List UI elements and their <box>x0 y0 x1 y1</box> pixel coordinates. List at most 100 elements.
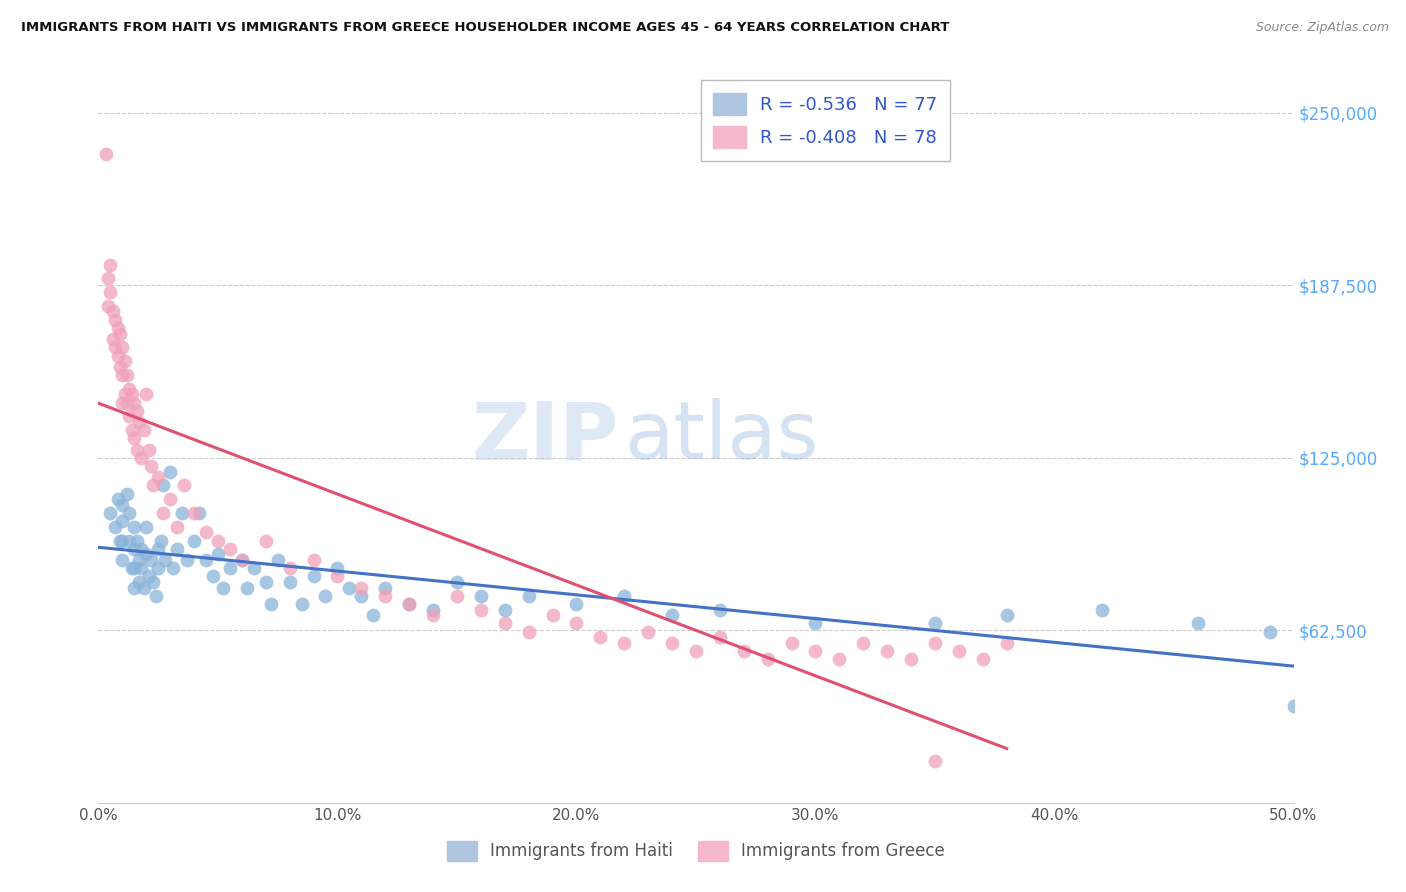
Point <box>142 574 165 589</box>
Point <box>149 533 172 548</box>
Point <box>235 581 257 595</box>
Point <box>125 442 148 457</box>
Point <box>125 533 148 548</box>
Point <box>326 561 349 575</box>
Point <box>118 382 141 396</box>
Point <box>114 387 136 401</box>
Point <box>302 569 325 583</box>
Point <box>159 492 181 507</box>
Point <box>139 458 162 473</box>
Point <box>121 387 143 401</box>
Point <box>111 533 134 548</box>
Point <box>219 561 242 575</box>
Point <box>148 470 170 484</box>
Point <box>111 553 134 567</box>
Point <box>94 147 117 161</box>
Point <box>422 608 444 623</box>
Point <box>195 553 218 567</box>
Point <box>107 492 129 507</box>
Point <box>278 561 301 575</box>
Point <box>131 450 153 465</box>
Point <box>183 506 205 520</box>
Point <box>804 644 827 658</box>
Point <box>315 589 337 603</box>
Point <box>1091 602 1114 616</box>
Point <box>613 589 636 603</box>
Point <box>166 520 188 534</box>
Point <box>128 553 150 567</box>
Point <box>135 520 157 534</box>
Point <box>685 644 707 658</box>
Point <box>565 616 588 631</box>
Point <box>97 299 120 313</box>
Point <box>148 541 170 556</box>
Point <box>398 597 420 611</box>
Point <box>135 548 157 562</box>
Point <box>1282 699 1305 714</box>
Point <box>128 415 150 429</box>
Point <box>124 395 146 409</box>
Point <box>139 553 162 567</box>
Point <box>121 423 143 437</box>
Point <box>145 589 167 603</box>
Point <box>111 395 134 409</box>
Point <box>108 326 131 341</box>
Point <box>780 636 803 650</box>
Point <box>207 548 229 562</box>
Point <box>995 636 1018 650</box>
Point <box>111 498 134 512</box>
Point <box>637 624 659 639</box>
Point <box>162 561 184 575</box>
Point <box>148 561 170 575</box>
Point <box>98 506 122 520</box>
Point <box>589 630 612 644</box>
Point <box>98 258 122 272</box>
Point <box>132 423 155 437</box>
Point <box>107 321 129 335</box>
Point <box>278 574 301 589</box>
Point <box>995 608 1018 623</box>
Point <box>541 608 564 623</box>
Point <box>166 541 188 556</box>
Point <box>108 533 131 548</box>
Point <box>138 442 160 457</box>
Point <box>124 581 146 595</box>
Point <box>374 581 396 595</box>
Point <box>115 486 138 500</box>
Point <box>155 553 177 567</box>
Point <box>470 589 492 603</box>
Point <box>350 581 373 595</box>
Point <box>219 541 242 556</box>
Point <box>900 652 922 666</box>
Point <box>104 520 127 534</box>
Point <box>398 597 420 611</box>
Point <box>852 636 875 650</box>
Point <box>517 624 540 639</box>
Point <box>709 630 731 644</box>
Point <box>195 525 218 540</box>
Point <box>111 340 134 354</box>
Point <box>115 368 138 382</box>
Point <box>302 553 325 567</box>
Point <box>733 644 755 658</box>
Point <box>124 561 146 575</box>
Point <box>267 553 290 567</box>
Point <box>924 636 946 650</box>
Point <box>131 561 153 575</box>
Point <box>446 574 468 589</box>
Point <box>804 616 827 631</box>
Point <box>128 574 150 589</box>
Point <box>494 616 516 631</box>
Point <box>124 432 146 446</box>
Point <box>202 569 225 583</box>
Point <box>142 478 165 492</box>
Point <box>254 533 277 548</box>
Point <box>118 506 141 520</box>
Point <box>124 541 146 556</box>
Point <box>124 520 146 534</box>
Point <box>924 616 946 631</box>
Point <box>924 755 946 769</box>
Point <box>613 636 636 650</box>
Text: IMMIGRANTS FROM HAITI VS IMMIGRANTS FROM GREECE HOUSEHOLDER INCOME AGES 45 - 64 : IMMIGRANTS FROM HAITI VS IMMIGRANTS FROM… <box>21 21 949 34</box>
Point <box>98 285 122 300</box>
